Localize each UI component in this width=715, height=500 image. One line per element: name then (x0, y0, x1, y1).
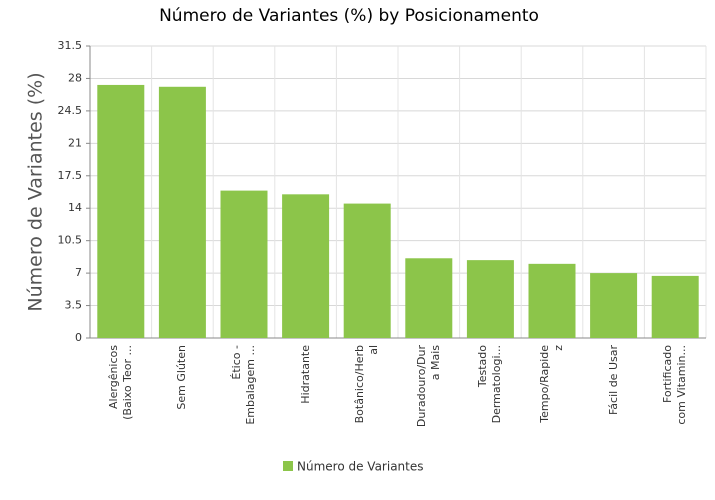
bar (343, 203, 391, 338)
bar (651, 275, 699, 338)
bar (590, 273, 638, 338)
bar (282, 194, 330, 338)
y-tick-label: 21 (68, 136, 82, 149)
x-tick-label: Tempo/Rapide z (538, 345, 565, 423)
chart-title: Número de Variantes (%) by Posicionament… (159, 6, 539, 26)
x-tick-label: Duradouro/Dur a Mais (414, 345, 442, 428)
bar (97, 84, 145, 338)
y-tick-label: 17.5 (58, 169, 83, 182)
x-tick-label: Sem Glúten (175, 345, 189, 410)
x-tick-label: Alergênicos (Baixo Teor ... (106, 345, 134, 420)
y-tick-label: 31.5 (58, 39, 83, 52)
bar (528, 263, 576, 338)
x-tick-label: Testado Dermatologi... (476, 345, 504, 424)
y-tick-label: 7 (75, 266, 82, 279)
y-tick-label: 24.5 (58, 104, 83, 117)
x-tick-label: Botânico/Herb al (353, 345, 381, 424)
legend-label: Número de Variantes (297, 460, 424, 474)
y-axis-label: Número de Variantes (%) (25, 72, 47, 311)
bar (220, 190, 268, 338)
x-tick-label: Fácil de Usar (606, 345, 620, 416)
y-tick-label: 10.5 (58, 234, 83, 247)
bar (405, 258, 453, 338)
y-tick-label: 14 (68, 201, 82, 214)
bar (466, 260, 514, 338)
legend-swatch (283, 461, 293, 471)
x-tick-label: Hidratante (298, 345, 312, 404)
y-tick-label: 28 (68, 71, 82, 84)
x-tick-label: Fortificado com Vitamin... (661, 345, 689, 425)
bar (158, 86, 206, 339)
y-tick-label: 0 (75, 331, 82, 344)
y-tick-label: 3.5 (65, 299, 83, 312)
x-tick-label: Ético - Embalagem ... (230, 345, 257, 425)
